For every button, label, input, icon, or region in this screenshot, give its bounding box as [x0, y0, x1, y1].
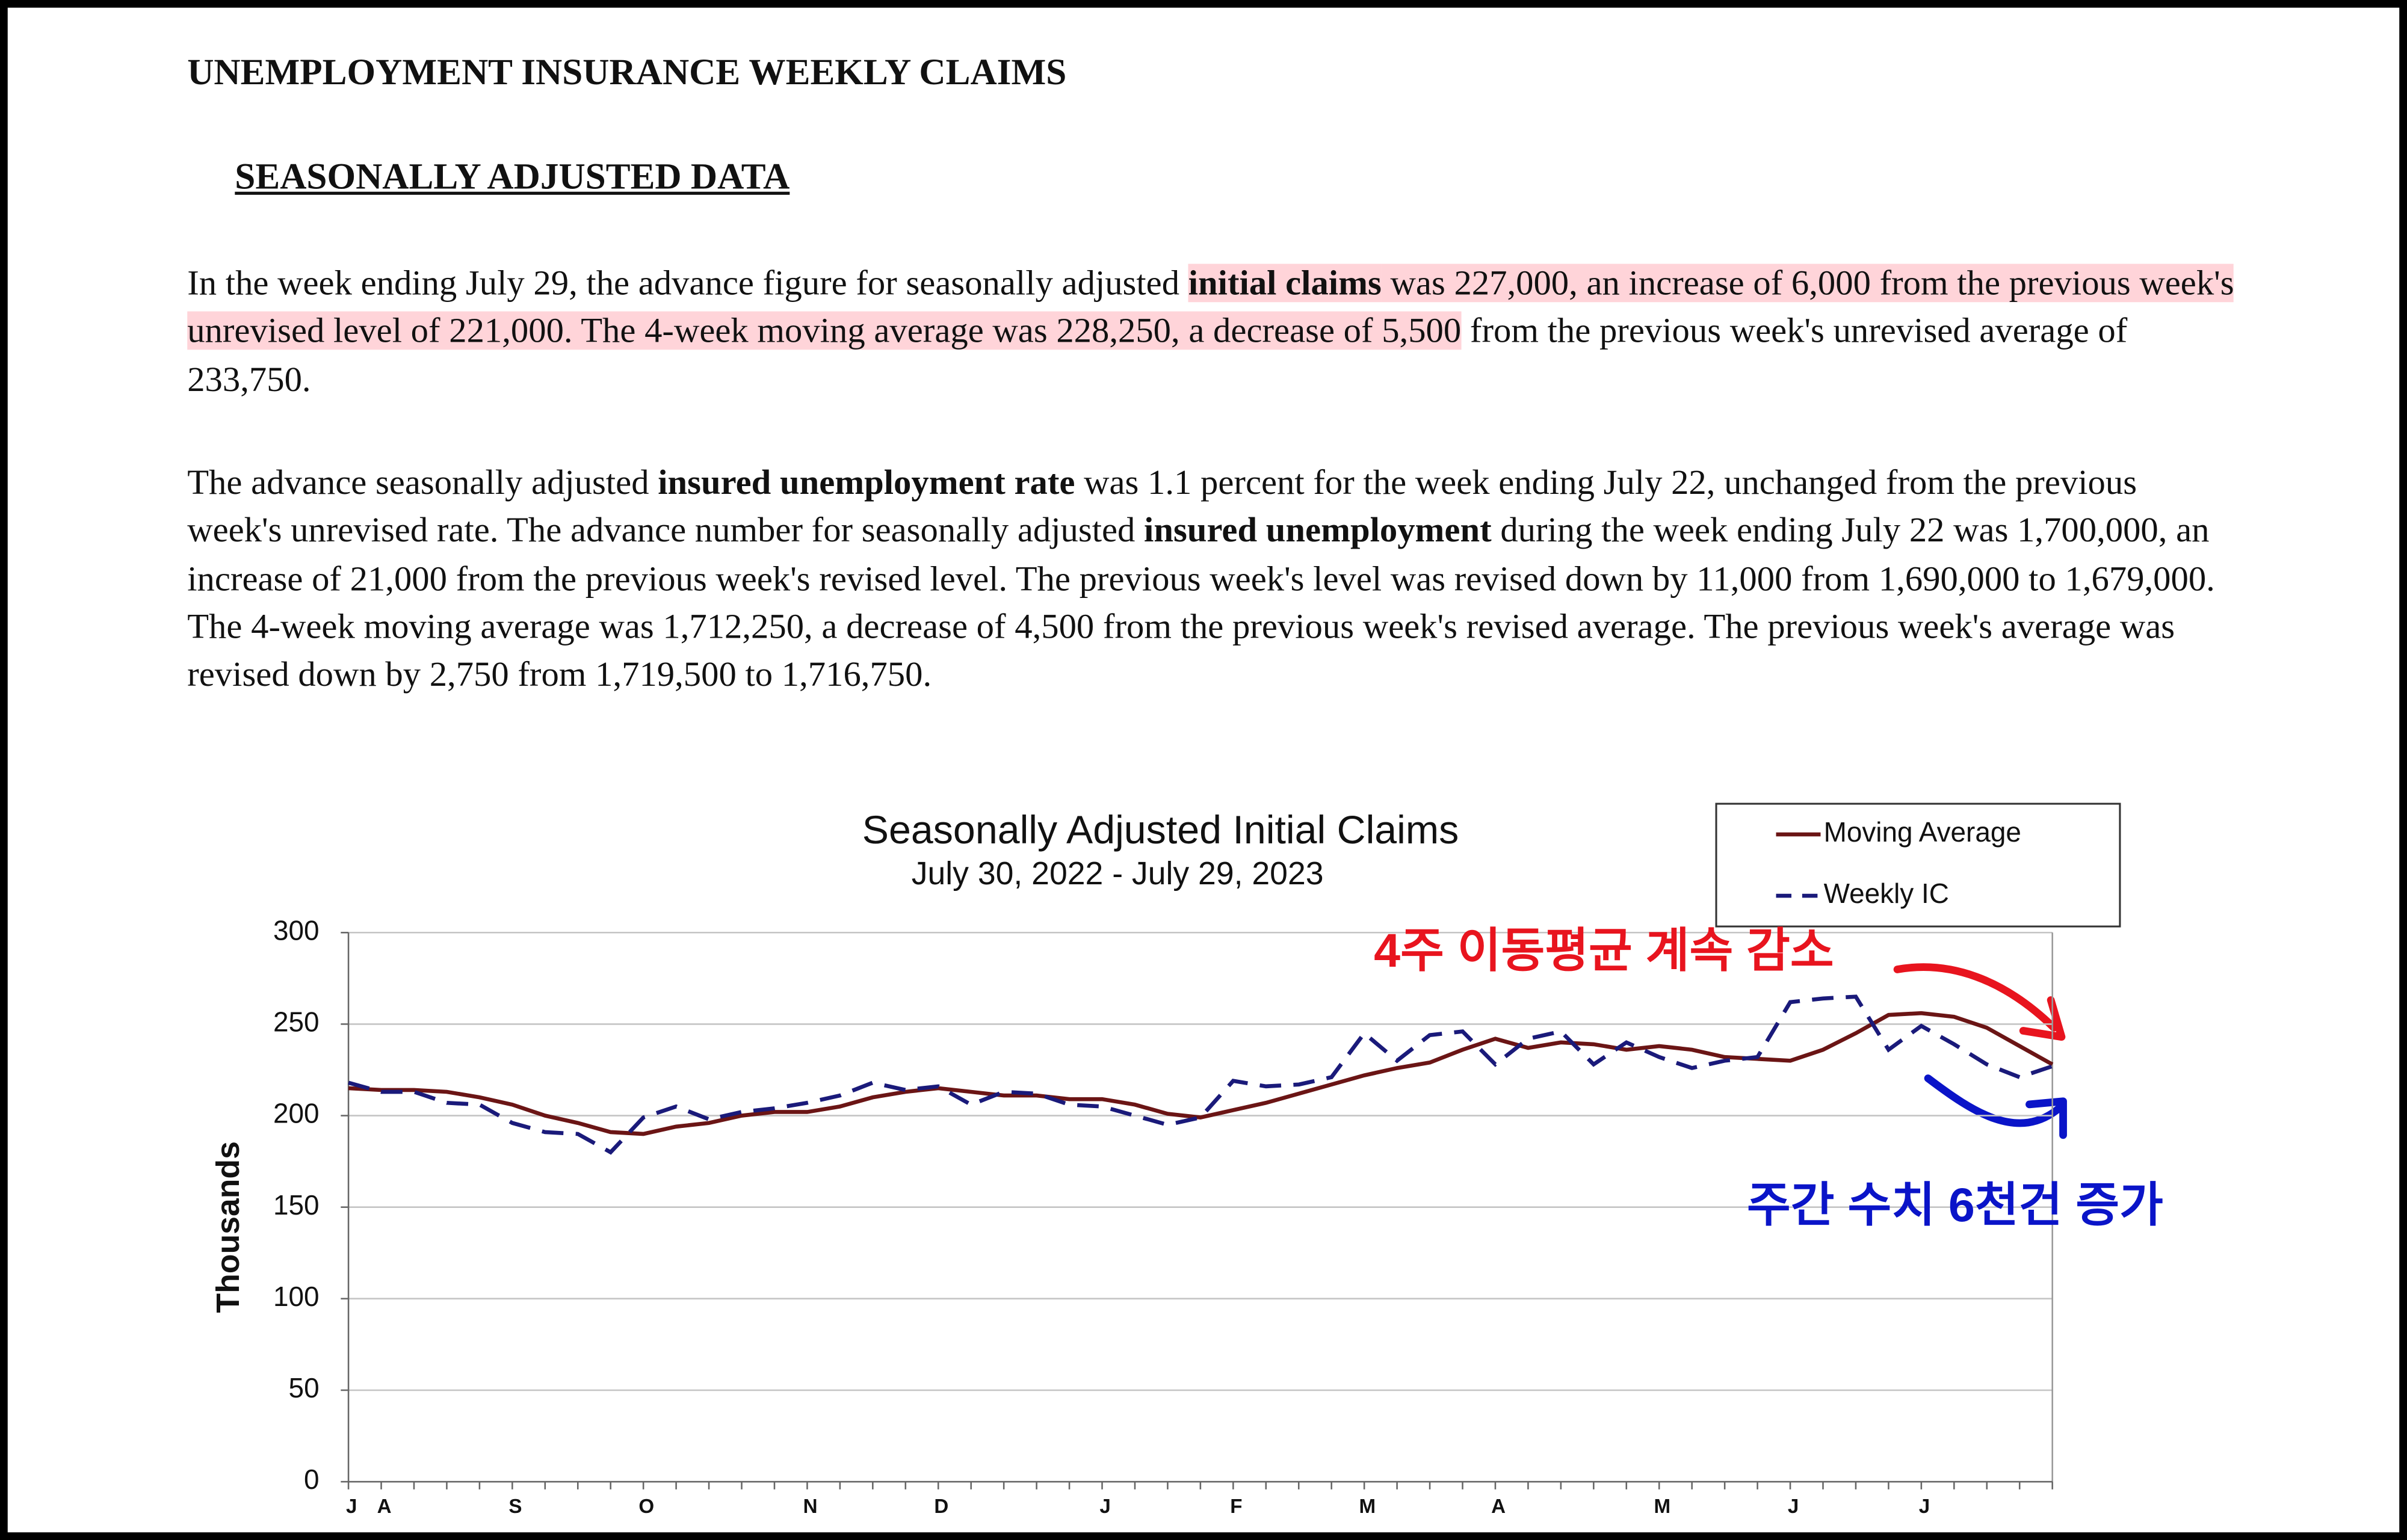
x-tick-label: O [638, 1495, 654, 1518]
paragraph: The advance seasonally adjusted insured … [187, 458, 2237, 698]
y-tick-label: 300 [273, 914, 320, 946]
text-run: initial claims [1188, 263, 1382, 303]
y-tick-label: 150 [273, 1189, 320, 1221]
x-tick-label: F [1230, 1495, 1242, 1518]
y-tick-label: 0 [304, 1464, 320, 1495]
paragraph: In the week ending July 29, the advance … [187, 259, 2237, 403]
y-tick-label: 200 [273, 1098, 320, 1129]
y-tick-label: 100 [273, 1281, 320, 1312]
annotation: 주간 수치 6천건 증가 [1747, 1178, 2163, 1231]
sheet: UNEMPLOYMENT INSURANCE WEEKLY CLAIMS SEA… [7, 7, 2400, 1533]
x-tick-label: A [1491, 1495, 1506, 1518]
legend-box [1715, 802, 2121, 928]
section-title: SEASONALLY ADJUSTED DATA [235, 158, 790, 198]
data-line [348, 994, 2053, 1155]
page-title: UNEMPLOYMENT INSURANCE WEEKLY CLAIMS [187, 54, 1067, 94]
text-run: In the week ending July 29, the advance … [187, 263, 1188, 303]
x-tick-label: J [1099, 1495, 1110, 1518]
y-tick-label: 50 [289, 1372, 320, 1403]
text-run: was 1.1 percent for the week ending July… [187, 463, 2137, 550]
legend-label: Moving Average [1824, 816, 2021, 848]
x-tick-label: A [377, 1495, 392, 1518]
x-tick-label: J [1788, 1495, 1799, 1518]
text-run: from the previous week's unrevised avera… [187, 312, 2128, 398]
x-tick-label: S [508, 1495, 522, 1518]
text-run: The advance seasonally adjusted [187, 463, 658, 502]
x-tick-label: J [1919, 1495, 1930, 1518]
text-run: insured unemployment rate [658, 463, 1075, 502]
x-tick-label: D [934, 1495, 948, 1518]
annotation-arrow [1893, 963, 2066, 1041]
text-run: during the week ending July 22 was 1,700… [187, 511, 2215, 694]
x-tick-label: M [1654, 1495, 1671, 1518]
chart-subtitle: July 30, 2022 - July 29, 2023 [912, 856, 1324, 892]
text-run: insured unemployment [1144, 511, 1492, 550]
x-tick-label: J [346, 1495, 357, 1518]
data-line [348, 1011, 2054, 1136]
legend-label: Weekly IC [1824, 878, 1949, 909]
annotation-arrow [1924, 1074, 2067, 1139]
annotation: 4주 이동평균 계속 감소 [1374, 923, 1834, 977]
x-tick-label: M [1359, 1495, 1376, 1518]
chart-title: Seasonally Adjusted Initial Claims [862, 808, 1459, 852]
x-tick-label: N [803, 1495, 818, 1518]
y-axis-label: Thousands [211, 1141, 246, 1313]
y-tick-label: 250 [273, 1006, 320, 1038]
